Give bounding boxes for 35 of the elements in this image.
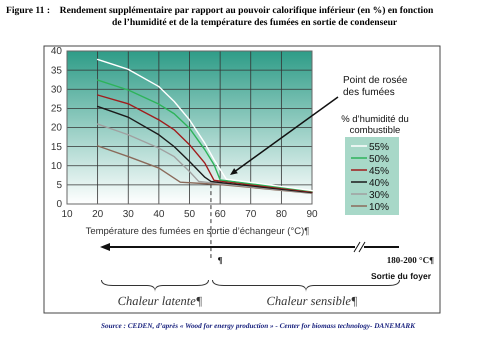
y-tick-label: 35 xyxy=(50,65,62,76)
line-series xyxy=(96,58,313,192)
y-tick-label: 15 xyxy=(50,142,62,153)
y-tick-label: 10 xyxy=(50,160,62,172)
x-tick-label: 80 xyxy=(276,209,288,220)
x-tick-label: 40 xyxy=(153,209,165,220)
y-tick-label: 40 xyxy=(50,46,62,58)
legend-label: 30% xyxy=(369,190,390,201)
line-series xyxy=(96,123,313,194)
legend-label: 55% xyxy=(369,142,390,153)
legend-label: 40% xyxy=(369,178,390,189)
y-tick-label: 5 xyxy=(56,180,62,192)
y-tick-label: 20 xyxy=(50,122,62,134)
x-tick-label: 30 xyxy=(122,209,134,220)
y-tick-label: 25 xyxy=(50,104,62,115)
text: Point de rosée des fumées xyxy=(343,75,408,98)
legend-label: 10% xyxy=(369,202,390,213)
text: 180-200 °C¶ xyxy=(386,255,434,265)
y-tick-label: 0 xyxy=(56,199,62,210)
text: Chaleur latente¶ xyxy=(118,294,203,308)
text: Chaleur sensible¶ xyxy=(266,294,358,308)
legend-label: 45% xyxy=(369,166,390,177)
legend-title: % d’humidité du combustible xyxy=(341,114,409,136)
text: ¶ xyxy=(218,255,223,265)
x-tick-label: 60 xyxy=(214,209,226,220)
y-tick-label: 30 xyxy=(50,84,62,96)
line-series xyxy=(96,145,313,194)
chart-title: Figure 11 : Rendement supplémentaire par rapport au pouvoir calorifique inférieur (en %) en fonction de l’humidité et de la température des fumées en sortie de condenseur xyxy=(6,5,434,28)
legend-label: 50% xyxy=(369,154,390,165)
x-tick-label: 50 xyxy=(184,209,196,220)
text: Sortie du foyer xyxy=(371,271,432,281)
x-tick-label: 90 xyxy=(306,209,318,220)
x-tick-label: 20 xyxy=(92,209,104,220)
x-axis-title: Température des fumées en sortie d’échangeur (°C)¶ xyxy=(86,226,310,237)
x-tick-label: 70 xyxy=(245,209,257,220)
